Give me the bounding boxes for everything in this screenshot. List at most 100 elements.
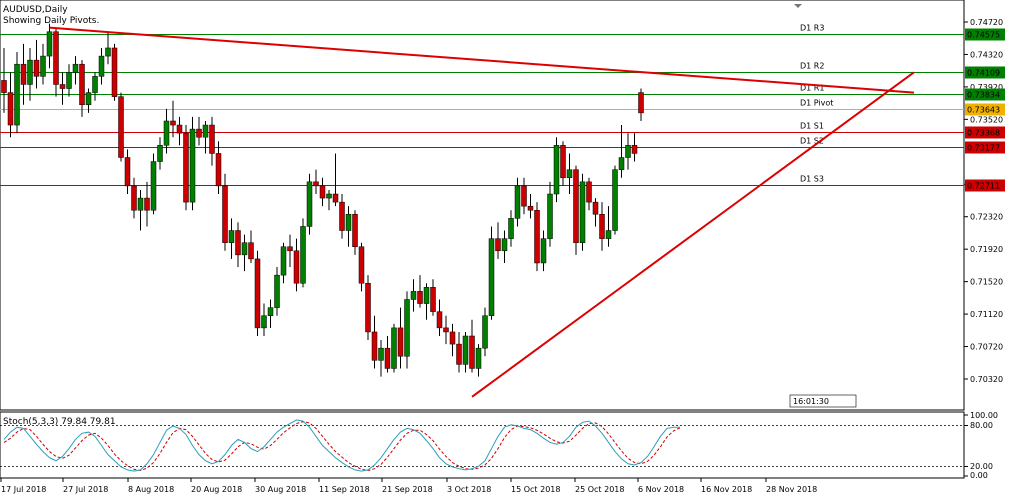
price-pane-border bbox=[0, 0, 965, 411]
bull-candle bbox=[540, 238, 547, 264]
time-tick-label: 8 Aug 2018 bbox=[128, 485, 174, 494]
bull-candle bbox=[157, 145, 163, 162]
bear-candle bbox=[358, 246, 365, 284]
stoch-axis-label-100: 100.00 bbox=[970, 411, 998, 420]
pivot-value-box bbox=[965, 28, 1005, 41]
bear-candle bbox=[384, 347, 391, 369]
bear-candle bbox=[131, 185, 137, 211]
bear-candle bbox=[417, 291, 423, 304]
bear-candle bbox=[248, 242, 254, 260]
bear-candle bbox=[111, 47, 118, 97]
bull-candle bbox=[514, 185, 521, 219]
bull-candle bbox=[475, 347, 482, 369]
bear-candle bbox=[443, 327, 449, 333]
trendlines[interactable] bbox=[49, 26, 915, 398]
price-tick-label: 0.74720 bbox=[970, 18, 1003, 27]
bull-candle bbox=[508, 218, 514, 239]
bull-candle bbox=[618, 157, 625, 170]
trendline[interactable] bbox=[49, 26, 915, 94]
bear-candle bbox=[527, 205, 534, 211]
pivot-label: D1 S1 bbox=[800, 122, 824, 131]
stoch-signal-line bbox=[3, 421, 681, 472]
bear-candle bbox=[170, 120, 176, 126]
bear-candle bbox=[183, 132, 189, 203]
time-tick-label: 15 Oct 2018 bbox=[511, 485, 560, 494]
bear-candle bbox=[33, 59, 40, 77]
time-tick-label: 11 Sep 2018 bbox=[319, 485, 370, 494]
bull-candle bbox=[625, 145, 631, 158]
price-pane[interactable]: AUDUSD,Daily Showing Daily Pivots. D1 R3… bbox=[0, 0, 965, 411]
pivot-value-text: 0.73834 bbox=[967, 91, 1000, 100]
bear-candle bbox=[592, 201, 599, 215]
bull-candle bbox=[228, 230, 235, 243]
chart-shift-marker-icon[interactable] bbox=[794, 4, 802, 8]
pivot-label: D1 R2 bbox=[800, 62, 824, 71]
time-tick-label: 3 Oct 2018 bbox=[447, 485, 491, 494]
countdown-text: 16:01:30 bbox=[793, 397, 829, 406]
pivot-value-text: 0.74575 bbox=[967, 31, 1000, 40]
pivot-value-text: 0.73177 bbox=[967, 144, 1000, 153]
bull-candle bbox=[150, 161, 157, 211]
price-tick-label: 0.70720 bbox=[970, 343, 1003, 352]
pivot-value-box bbox=[965, 88, 1005, 101]
pivot-value-text: 0.72711 bbox=[967, 182, 1000, 191]
price-tick-label: 0.72320 bbox=[970, 213, 1003, 222]
bear-candle bbox=[313, 181, 319, 187]
time-tick-label: 21 Sep 2018 bbox=[382, 485, 433, 494]
stoch-axis-label-80: 80.00 bbox=[970, 421, 993, 430]
pivot-value-text: 0.74109 bbox=[967, 69, 1000, 78]
bear-candle bbox=[144, 197, 150, 211]
stoch-axis-label-20: 20.00 bbox=[970, 462, 993, 471]
price-tick-label: 0.74320 bbox=[970, 50, 1003, 59]
pivot-value-box bbox=[965, 141, 1005, 154]
bear-candle bbox=[319, 185, 326, 199]
time-tick-label: 17 Jul 2018 bbox=[1, 485, 46, 494]
bear-candle bbox=[79, 63, 85, 106]
bull-candle bbox=[137, 197, 144, 211]
bull-candle bbox=[27, 59, 33, 85]
bear-candle bbox=[235, 230, 241, 256]
bull-candle bbox=[105, 47, 111, 57]
bear-candle bbox=[7, 92, 14, 126]
bear-candle bbox=[638, 92, 644, 114]
pivot-value-text: 0.73368 bbox=[967, 129, 1000, 138]
bear-candle bbox=[560, 145, 566, 179]
bull-candle bbox=[378, 347, 384, 361]
time-tick-label: 20 Aug 2018 bbox=[191, 485, 242, 494]
bull-candle bbox=[267, 307, 274, 316]
bull-candle bbox=[72, 63, 79, 73]
pivot-label: D1 S3 bbox=[800, 175, 824, 184]
bear-candle bbox=[449, 331, 456, 345]
stoch-pane[interactable]: Stoch(5,3,3) 79.84 79.81 bbox=[0, 411, 965, 479]
bear-candle bbox=[287, 246, 293, 252]
trendline[interactable] bbox=[471, 71, 915, 398]
bear-candle bbox=[352, 214, 358, 247]
stoch-axis: 100.00 80.00 20.00 0.00 bbox=[964, 411, 998, 480]
bull-candle bbox=[501, 238, 508, 252]
symbol-label: AUDUSD,Daily bbox=[3, 5, 68, 15]
pivot-value-box bbox=[965, 66, 1005, 79]
bull-candle bbox=[566, 169, 573, 179]
bull-candle bbox=[163, 120, 170, 146]
pivot-label: D1 R3 bbox=[800, 24, 824, 33]
bear-candle bbox=[53, 31, 59, 85]
bull-candle bbox=[241, 242, 248, 256]
stoch-axis-label-0: 0.00 bbox=[970, 471, 988, 480]
bear-candle bbox=[1, 80, 7, 93]
bull-candle bbox=[92, 76, 98, 93]
time-axis: 17 Jul 2018 27 Jul 2018 8 Aug 2018 20 Aug 2… bbox=[0, 478, 817, 494]
bear-candle bbox=[209, 124, 215, 154]
bear-candle bbox=[222, 185, 228, 243]
time-tick-label: 6 Nov 2018 bbox=[638, 485, 684, 494]
bear-candle bbox=[254, 258, 261, 329]
bear-candle bbox=[397, 327, 404, 357]
pivot-lines: D1 R3 D1 R2 D1 R1 D1 Pivot D1 S1 D1 S2 D1 S3 bbox=[0, 24, 964, 186]
bull-candle bbox=[189, 128, 196, 203]
bull-candle bbox=[612, 169, 618, 231]
bear-candle bbox=[469, 335, 475, 369]
bull-candle bbox=[66, 72, 72, 89]
bull-candle bbox=[423, 287, 430, 304]
pivot-value-box bbox=[965, 126, 1005, 139]
pivot-label: D1 R1 bbox=[800, 84, 824, 93]
